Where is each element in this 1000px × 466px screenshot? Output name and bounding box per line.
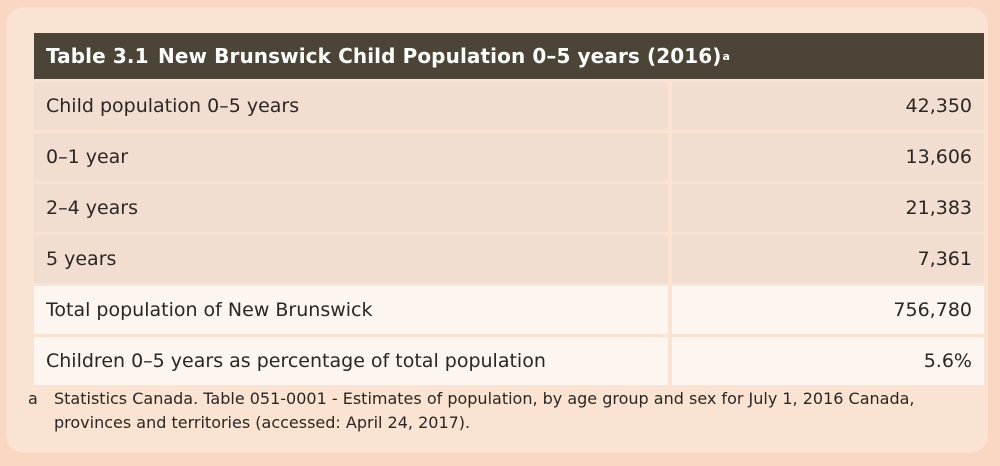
table-number: Table 3.1 xyxy=(46,44,149,68)
table-row: 5 years 7,361 xyxy=(34,235,984,283)
row-label: 0–1 year xyxy=(34,133,668,181)
table-row: Children 0–5 years as percentage of tota… xyxy=(34,337,984,385)
table-row: 0–1 year 13,606 xyxy=(34,133,984,181)
footnote-text: Statistics Canada. Table 051-0001 - Esti… xyxy=(54,389,915,432)
table-title: New Brunswick Child Population 0–5 years… xyxy=(158,44,722,68)
table-panel: Table 3.1 New Brunswick Child Population… xyxy=(6,7,988,453)
row-label: Total population of New Brunswick xyxy=(34,286,668,334)
row-label: 5 years xyxy=(34,235,668,283)
footnote-marker: a xyxy=(28,389,38,408)
table-row: Total population of New Brunswick 756,78… xyxy=(34,286,984,334)
row-label: Children 0–5 years as percentage of tota… xyxy=(34,337,668,385)
table-row: 2–4 years 21,383 xyxy=(34,184,984,232)
row-value: 21,383 xyxy=(672,184,984,232)
table-row: Child population 0–5 years 42,350 xyxy=(34,82,984,130)
footnote: a Statistics Canada. Table 051-0001 - Es… xyxy=(28,387,968,435)
row-label: 2–4 years xyxy=(34,184,668,232)
row-value: 7,361 xyxy=(672,235,984,283)
row-value: 5.6% xyxy=(672,337,984,385)
row-value: 42,350 xyxy=(672,82,984,130)
table-title-bar: Table 3.1 New Brunswick Child Population… xyxy=(34,33,984,79)
row-label: Child population 0–5 years xyxy=(34,82,668,130)
title-footnote-marker: a xyxy=(722,49,731,63)
row-value: 13,606 xyxy=(672,133,984,181)
row-value: 756,780 xyxy=(672,286,984,334)
population-table: Table 3.1 New Brunswick Child Population… xyxy=(34,33,984,385)
